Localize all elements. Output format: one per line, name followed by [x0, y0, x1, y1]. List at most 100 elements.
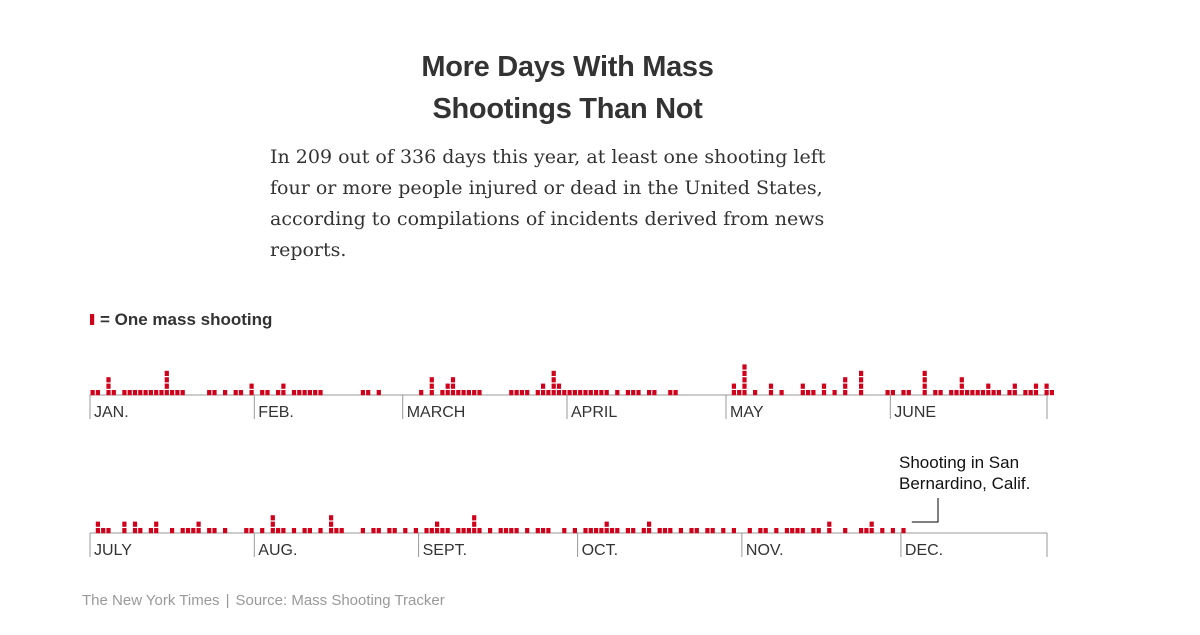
shooting-mark	[339, 528, 344, 534]
source-publisher: The New York Times	[82, 592, 220, 609]
shooting-mark	[450, 377, 456, 383]
shooting-mark	[196, 528, 201, 534]
shooting-mark	[980, 390, 986, 396]
shooting-mark	[429, 390, 434, 396]
shooting-mark	[779, 390, 784, 396]
shooting-mark	[477, 528, 482, 534]
shooting-mark	[742, 383, 747, 389]
shooting-mark	[276, 390, 281, 396]
shooting-mark	[1049, 390, 1054, 396]
shooting-mark	[514, 528, 519, 534]
shooting-mark	[869, 521, 874, 527]
shooting-mark	[572, 390, 577, 396]
shooting-mark	[212, 528, 217, 534]
source-text: Source: Mass Shooting Tracker	[235, 592, 445, 609]
shooting-mark	[472, 390, 477, 396]
shooting-mark	[906, 390, 911, 396]
legend-label: = One mass shooting	[100, 310, 272, 329]
shooting-mark	[122, 521, 127, 527]
shooting-mark	[445, 390, 450, 396]
shooting-mark	[843, 377, 848, 383]
shooting-mark	[800, 383, 805, 389]
shooting-mark	[318, 390, 323, 396]
shooting-mark	[329, 521, 334, 527]
shooting-mark	[594, 528, 599, 534]
shooting-mark	[604, 528, 609, 534]
shooting-mark	[503, 528, 509, 534]
shooting-mark	[737, 390, 742, 396]
shooting-mark	[525, 528, 530, 534]
shooting-mark	[562, 528, 567, 534]
shooting-mark	[249, 528, 254, 534]
shooting-mark	[996, 390, 1001, 396]
shooting-mark	[334, 528, 339, 534]
shooting-mark	[816, 528, 821, 534]
shooting-mark	[360, 390, 365, 396]
shooting-mark	[260, 528, 265, 534]
shooting-mark	[615, 390, 620, 396]
shooting-mark	[488, 528, 493, 534]
shooting-mark	[922, 390, 927, 396]
shooting-mark	[106, 528, 111, 534]
source-line: The New York Times | Source: Mass Shooting…	[82, 592, 445, 609]
month-label: FEB.	[258, 404, 294, 421]
shooting-mark	[164, 370, 169, 376]
month-label: MARCH	[407, 404, 466, 421]
shooting-mark	[440, 390, 445, 396]
shooting-mark	[270, 528, 275, 534]
shooting-mark	[1012, 390, 1017, 396]
month-label: JAN.	[94, 404, 129, 421]
shooting-mark	[106, 383, 111, 389]
shooting-mark	[599, 528, 604, 534]
shooting-mark	[795, 528, 800, 534]
shooting-mark	[249, 390, 254, 396]
shooting-mark	[880, 528, 885, 534]
shooting-mark	[1007, 390, 1012, 396]
shooting-mark	[800, 528, 805, 534]
shooting-mark	[859, 390, 864, 396]
shooting-mark	[106, 377, 111, 383]
shooting-mark	[922, 383, 927, 389]
shooting-mark	[652, 390, 657, 396]
shooting-mark	[185, 528, 191, 534]
chart-title: More Days With Mass Shootings Than Not	[0, 46, 1135, 130]
shooting-mark	[1028, 390, 1033, 396]
shooting-mark	[223, 390, 228, 396]
shooting-mark	[827, 528, 832, 534]
shooting-mark	[562, 390, 567, 396]
shooting-mark	[710, 528, 715, 534]
shooting-mark	[132, 521, 138, 527]
shooting-mark	[111, 390, 116, 396]
shooting-mark	[954, 390, 959, 396]
shooting-mark	[302, 528, 307, 534]
shooting-mark	[546, 390, 551, 396]
shooting-mark	[329, 528, 334, 534]
shooting-mark	[546, 528, 551, 534]
shooting-mark	[403, 528, 408, 534]
shooting-mark	[859, 377, 864, 383]
shooting-mark	[164, 377, 169, 383]
shooting-mark	[106, 390, 111, 396]
shooting-mark	[477, 390, 482, 396]
shooting-mark	[329, 515, 334, 521]
shooting-mark	[668, 390, 673, 396]
shooting-mark	[509, 528, 514, 534]
shooting-mark	[832, 390, 837, 396]
shooting-mark	[132, 390, 138, 396]
shooting-mark	[551, 370, 556, 376]
month-label: AUG.	[258, 542, 297, 559]
shooting-mark	[864, 528, 869, 534]
shooting-mark	[456, 390, 461, 396]
shooting-mark	[567, 390, 572, 396]
month-label: DEC.	[905, 542, 943, 559]
shooting-mark	[535, 528, 540, 534]
shooting-mark	[260, 390, 265, 396]
shooting-mark	[132, 528, 138, 534]
shooting-mark	[631, 390, 636, 396]
shooting-mark	[753, 390, 758, 396]
shooting-mark	[429, 377, 434, 383]
shooting-mark	[138, 528, 143, 534]
shooting-mark	[148, 528, 153, 534]
shooting-mark	[625, 390, 630, 396]
shooting-mark	[1044, 383, 1049, 389]
